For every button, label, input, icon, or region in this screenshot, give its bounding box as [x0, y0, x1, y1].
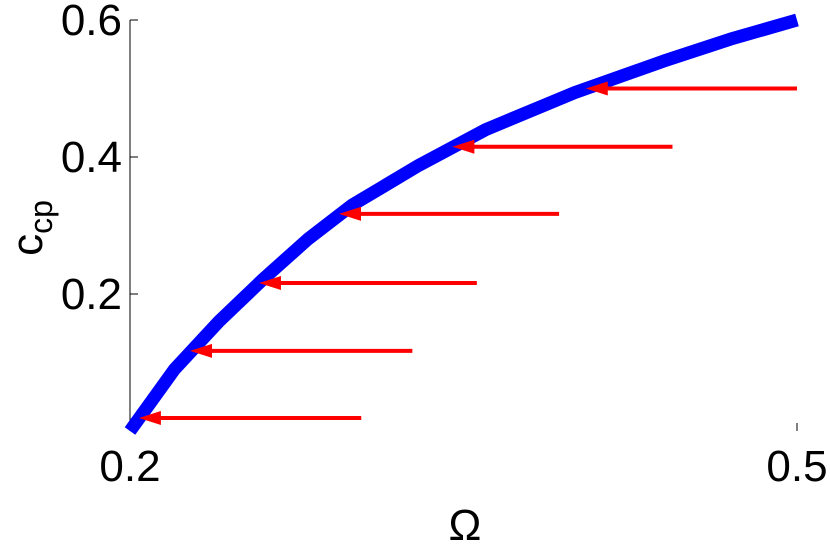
x-tick-label: 0.5	[766, 442, 827, 491]
arrow	[585, 81, 797, 96]
arrow-head	[338, 206, 361, 221]
x-axis-label: Ω	[449, 501, 482, 550]
arrow	[190, 343, 413, 358]
curve	[124, 13, 799, 435]
arrow	[452, 139, 673, 154]
y-label-main: c	[3, 234, 52, 256]
x-tick-label: 0.2	[99, 442, 160, 491]
y-tick-label: 0.4	[61, 133, 122, 182]
arrow-head	[190, 343, 213, 358]
arrow	[338, 206, 560, 221]
arrow	[258, 276, 477, 291]
y-label-sub: cp	[23, 200, 59, 234]
arrow-head	[258, 276, 281, 291]
arrow-head	[452, 139, 475, 154]
arrow-head	[585, 81, 608, 96]
y-tick-label: 0.6	[61, 0, 122, 45]
y-tick-label: 0.2	[61, 270, 122, 319]
arrow	[138, 410, 362, 425]
arrow-head	[138, 410, 161, 425]
y-axis-label: ccp	[3, 200, 59, 256]
